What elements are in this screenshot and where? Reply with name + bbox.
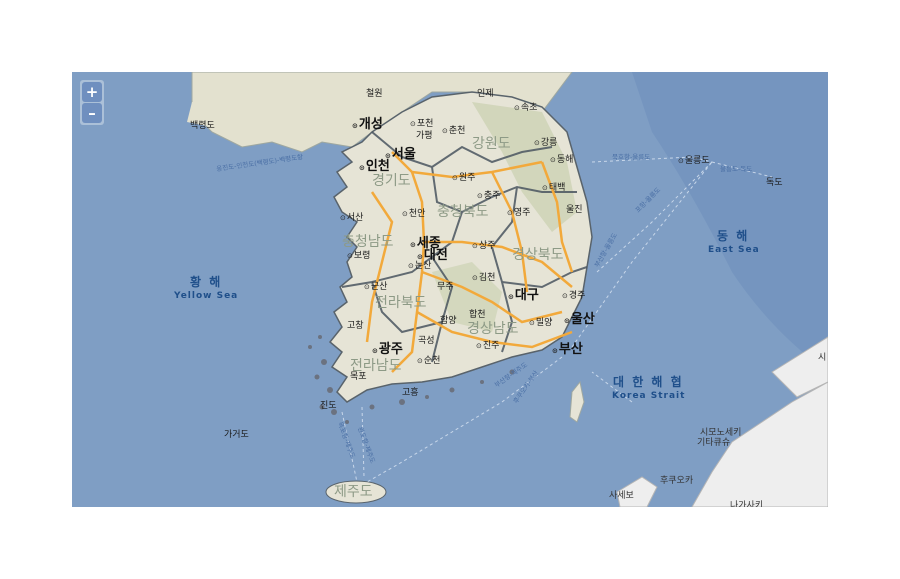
city-seosan: 서산	[340, 214, 364, 223]
city-gwangju: 광주	[372, 343, 403, 356]
sea-label-east-ko: 동 해	[717, 229, 750, 243]
japan-kyushu	[691, 381, 828, 507]
city-baengnyeong: 백령도	[190, 121, 215, 131]
deep-sea-east	[632, 72, 828, 372]
province-chungnam: 충청남도	[342, 234, 394, 250]
city-gangneung: 강릉	[534, 139, 558, 148]
city-seoul: 서울	[385, 148, 416, 161]
city-jinju: 진주	[476, 342, 500, 351]
map-base-layer	[72, 72, 828, 507]
city-inje: 인제	[477, 89, 494, 99]
japan-kitakyushu: 기타큐슈	[697, 438, 731, 448]
city-ulsan: 울산	[564, 313, 595, 326]
province-jeonbuk: 전라북도	[375, 295, 427, 311]
city-jindo: 진도	[320, 401, 337, 411]
city-gapyeong: 가평	[416, 131, 433, 141]
city-kaesong: 개성	[352, 118, 383, 131]
city-chuncheon: 춘천	[442, 127, 466, 136]
city-incheon: 인천	[359, 160, 390, 173]
city-boryeong: 보령	[347, 252, 371, 261]
city-daegu: 대구	[508, 289, 539, 302]
province-gyeongnam: 경상남도	[467, 321, 519, 337]
japan-shimonoseki: 시모노세키	[700, 428, 742, 438]
sea-label-yellow-en: Yellow Sea	[174, 291, 239, 301]
japan-islet	[616, 476, 658, 507]
city-cheorwon: 철원	[366, 89, 383, 99]
zoom-in-button[interactable]: +	[82, 82, 102, 102]
ferry-routes	[341, 156, 773, 483]
city-busan: 부산	[552, 343, 583, 356]
city-sangju: 상주	[472, 242, 496, 251]
province-jeju: 제주도	[334, 484, 373, 500]
city-sejong: 세종	[410, 237, 441, 250]
province-gyeongbuk: 경상북도	[512, 247, 564, 263]
city-gokseong: 곡성	[418, 336, 435, 346]
city-chungju: 충주	[477, 192, 501, 201]
city-yeongju: 영주	[507, 209, 531, 218]
city-sokcho: 속초	[514, 104, 538, 113]
route-label-2: 묵호항-울릉도	[612, 153, 651, 161]
province-chungbuk: 충청북도	[437, 204, 489, 220]
sea-label-strait-ko: 대 한 해 협	[613, 375, 684, 389]
zoom-out-button[interactable]: –	[82, 103, 102, 123]
map-viewport[interactable]: + – 황 해 Yellow Sea 동 해 East Sea 대 한 해 협 …	[72, 72, 828, 507]
mountain-taebaek	[472, 102, 577, 232]
sea-label-east-en: East Sea	[708, 245, 760, 255]
city-gunsan: 군산	[364, 283, 388, 292]
japan-sasebo: 사세보	[609, 491, 634, 501]
city-suncheon: 순천	[417, 357, 441, 366]
city-muju: 무주	[437, 282, 454, 292]
city-gimcheon: 김천	[472, 274, 496, 283]
jeju-island	[325, 480, 387, 504]
city-cheonan: 천안	[402, 210, 426, 219]
city-mokpo: 목포	[350, 372, 367, 382]
city-donghae: 동해	[550, 156, 574, 165]
baengnyeong-island	[187, 102, 222, 127]
city-taebaek: 태백	[542, 184, 566, 193]
tsushima-island	[569, 380, 585, 423]
city-gyeongju: 경주	[562, 292, 586, 301]
city-hamyang: 함양	[440, 316, 457, 326]
city-miryang: 밀양	[529, 319, 553, 328]
city-daejeon: 대전	[417, 249, 448, 262]
city-dokdo: 독도	[766, 178, 783, 188]
city-nonsan: 논산	[408, 262, 432, 271]
japan-honshu	[771, 336, 828, 398]
route-label-3: 울릉도-독도	[720, 165, 753, 173]
city-pocheon: 포천	[410, 120, 434, 129]
japan-nagasaki: 나가사키	[730, 501, 764, 508]
city-gochang: 고창	[347, 321, 364, 331]
city-wonju: 원주	[452, 174, 476, 183]
sea-label-strait-en: Korea Strait	[612, 391, 686, 401]
japan-shi: 시	[818, 353, 827, 363]
city-hapcheon: 합천	[469, 310, 486, 320]
province-gyeonggi: 경기도	[372, 173, 411, 189]
city-gageodo: 가거도	[224, 430, 249, 440]
city-ulleungdo: 울릉도	[678, 157, 710, 166]
zoom-control: + –	[80, 80, 104, 125]
city-goheung: 고흥	[402, 388, 419, 398]
japan-fukuoka: 후쿠오카	[660, 476, 694, 486]
province-jeonnam: 전라남도	[350, 358, 402, 374]
province-gangwon: 강원도	[472, 136, 511, 152]
sw-islands	[308, 335, 515, 424]
city-uljin: 울진	[566, 205, 583, 215]
sea-label-yellow-ko: 황 해	[190, 275, 223, 289]
